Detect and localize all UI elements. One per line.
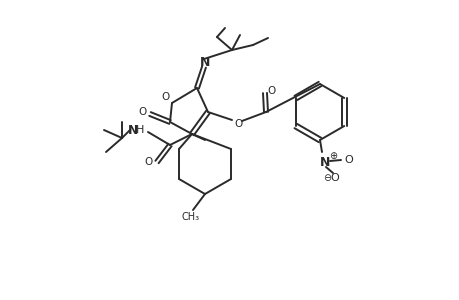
Text: O: O <box>139 107 147 117</box>
Text: O: O <box>267 86 275 96</box>
Text: O: O <box>235 119 243 129</box>
Text: O: O <box>145 157 153 167</box>
Text: ⊖: ⊖ <box>322 173 330 183</box>
Text: ⊕: ⊕ <box>328 151 336 161</box>
Text: CH₃: CH₃ <box>182 212 200 222</box>
Text: N: N <box>128 124 138 136</box>
Text: O: O <box>344 155 353 165</box>
Text: N: N <box>199 56 210 68</box>
Text: H: H <box>135 125 144 135</box>
Text: O: O <box>162 92 170 102</box>
Text: O: O <box>330 173 339 183</box>
Text: N: N <box>319 155 330 169</box>
